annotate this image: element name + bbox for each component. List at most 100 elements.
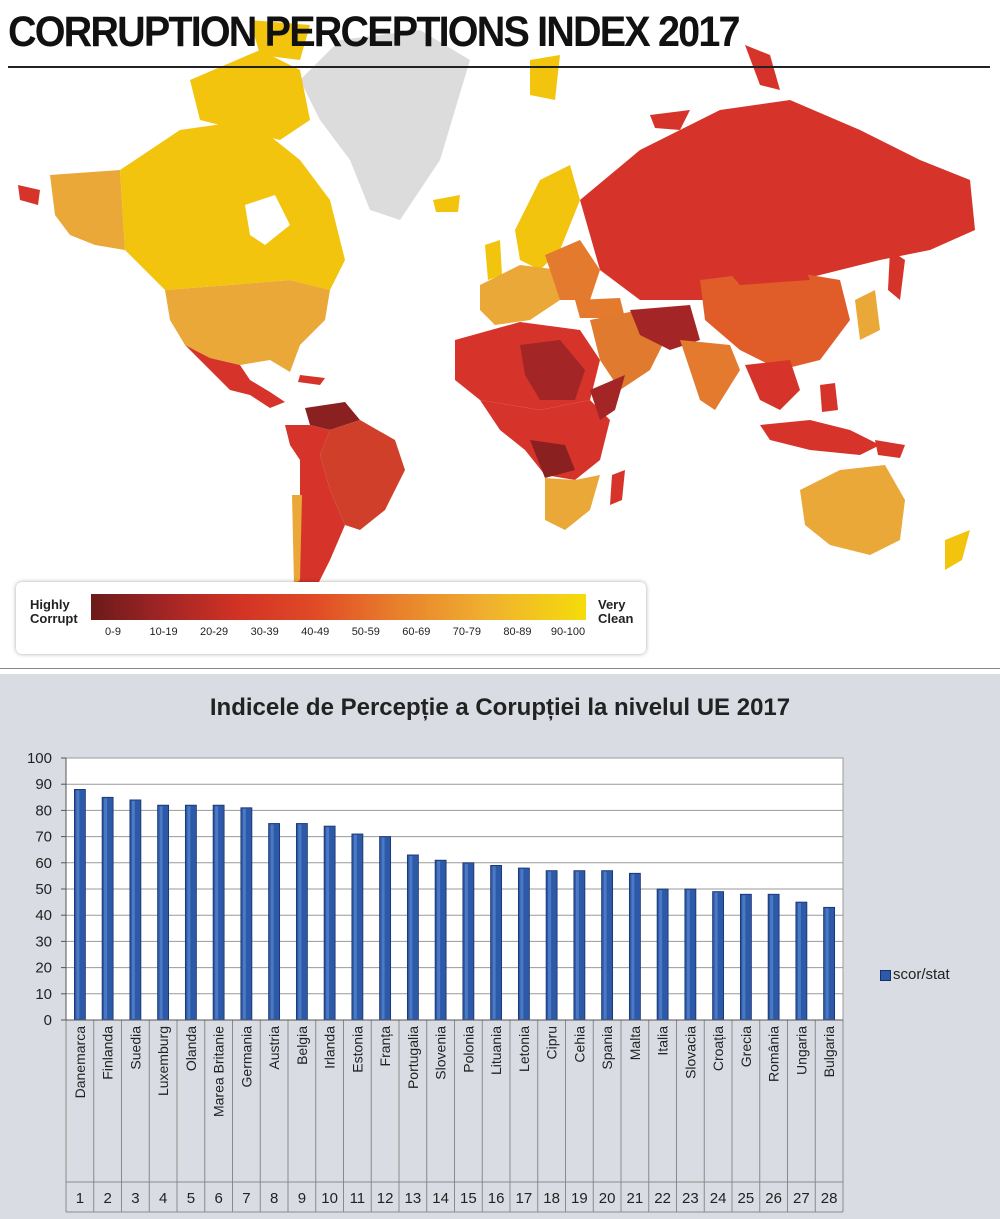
svalbard [530, 55, 560, 100]
iceland [433, 195, 460, 212]
category-label-22: Slovacia [682, 1026, 698, 1079]
bar-1 [101, 796, 114, 1021]
rank-label-6: 7 [242, 1190, 250, 1207]
horn-africa [590, 375, 625, 420]
congo [530, 440, 575, 478]
brazil [320, 420, 405, 530]
title-rule [8, 66, 990, 68]
legend-ticks: 0-9 10-19 20-29 30-39 40-49 50-59 60-69 70-79 80… [91, 626, 586, 642]
bar-4 [184, 804, 197, 1021]
bar-16 [517, 867, 530, 1021]
eastern-europe [545, 240, 600, 300]
bar-highlight-18 [575, 871, 579, 1019]
bar-highlight-21 [659, 890, 663, 1019]
bar-chart: 0 10 20 30 40 50 60 70 80 90 100 Danemarca 1 Finlanda… [27, 750, 844, 1213]
bar-highlight-15 [492, 866, 496, 1019]
bar-15 [490, 865, 503, 1021]
legend-tick-5: 50-59 [351, 626, 380, 638]
category-label-11: Franța [377, 1026, 393, 1067]
rank-label-23: 24 [710, 1190, 727, 1207]
legend-tick-3: 30-39 [250, 626, 279, 638]
category-label-20: Malta [627, 1026, 643, 1060]
russia-north-island [650, 110, 690, 130]
bar-27 [823, 906, 836, 1021]
rank-label-9: 10 [321, 1190, 338, 1207]
bar-21 [656, 888, 669, 1021]
legend-tick-2: 20-29 [200, 626, 229, 638]
rank-label-1: 2 [103, 1190, 111, 1207]
bar-highlight-6 [242, 808, 246, 1019]
india [680, 340, 740, 410]
category-label-16: Letonia [516, 1026, 532, 1072]
australia [800, 465, 905, 555]
category-label-10: Estonia [349, 1026, 365, 1073]
bar-highlight-5 [215, 806, 219, 1019]
category-label-18: Cehia [571, 1026, 587, 1063]
rank-label-16: 17 [516, 1190, 533, 1207]
bar-highlight-7 [270, 824, 274, 1019]
category-label-17: Cipru [544, 1026, 560, 1059]
bar-7 [268, 823, 281, 1021]
bar-highlight-26 [797, 903, 801, 1019]
map-title: CORRUPTION PERCEPTIONS INDEX 2017 [8, 8, 741, 56]
y-tick-label-7: 70 [35, 829, 52, 846]
category-label-26: Ungaria [793, 1026, 809, 1075]
chart-title: Indicele de Percepție a Corupției la niv… [209, 694, 791, 721]
legend-tick-0: 0-9 [105, 626, 121, 638]
rank-label-27: 28 [821, 1190, 838, 1207]
alaska [50, 170, 125, 250]
central-africa [480, 400, 610, 480]
map-panel: CORRUPTION PERCEPTIONS INDEX 2017 Highly… [0, 8, 1000, 669]
mongolia [720, 258, 810, 285]
southeast-asia [745, 360, 800, 410]
iran-afghanistan [630, 305, 700, 350]
canada [120, 120, 345, 290]
bar-highlight-3 [159, 806, 163, 1019]
madagascar [610, 470, 625, 505]
new-zealand [945, 530, 970, 570]
bar-highlight-4 [187, 806, 191, 1019]
bar-19 [601, 870, 614, 1021]
category-label-21: Italia [655, 1026, 671, 1056]
bar-6 [240, 807, 253, 1021]
china [700, 270, 850, 370]
bar-highlight-22 [686, 890, 690, 1019]
category-label-2: Suedia [127, 1026, 143, 1070]
bar-5 [212, 804, 225, 1021]
legend-tick-8: 80-89 [503, 626, 532, 638]
chile-strip [292, 495, 302, 585]
map-legend: Highly Corrupt 0-9 10-19 20-29 30-39 40-49 50… [16, 582, 646, 654]
bar-highlight-24 [742, 895, 746, 1019]
y-tick-label-10: 100 [27, 750, 52, 767]
category-label-13: Slovenia [433, 1026, 449, 1080]
western-europe [480, 265, 560, 325]
y-tick-label-4: 40 [35, 907, 52, 924]
bar-10 [351, 833, 364, 1021]
category-label-27: Bulgaria [821, 1026, 837, 1078]
y-tick-label-5: 50 [35, 881, 52, 898]
legend-color-scale [91, 594, 586, 620]
bar-highlight-25 [770, 895, 774, 1019]
sahel [520, 340, 585, 400]
bar-highlight-19 [603, 871, 607, 1019]
mexico [185, 345, 285, 408]
bar-24 [739, 893, 752, 1021]
y-tick-label-0: 0 [44, 1012, 52, 1029]
indonesia [760, 420, 880, 455]
category-label-12: Portugalia [405, 1026, 421, 1089]
turkey [575, 298, 625, 318]
rank-label-10: 11 [350, 1190, 366, 1207]
category-label-14: Polonia [460, 1026, 476, 1073]
y-tick-label-9: 90 [35, 776, 52, 793]
legend-swatch [880, 970, 891, 981]
bar-11 [379, 836, 392, 1021]
category-label-25: România [766, 1026, 782, 1082]
bar-highlight-16 [520, 869, 524, 1019]
chart-legend: scor/stat [880, 966, 980, 986]
rank-label-7: 8 [270, 1190, 278, 1207]
venezuela [305, 402, 360, 430]
category-label-1: Finlanda [100, 1026, 116, 1080]
bar-8 [295, 823, 308, 1021]
category-label-0: Danemarca [72, 1026, 88, 1099]
legend-series-label: scor/stat [893, 966, 950, 983]
